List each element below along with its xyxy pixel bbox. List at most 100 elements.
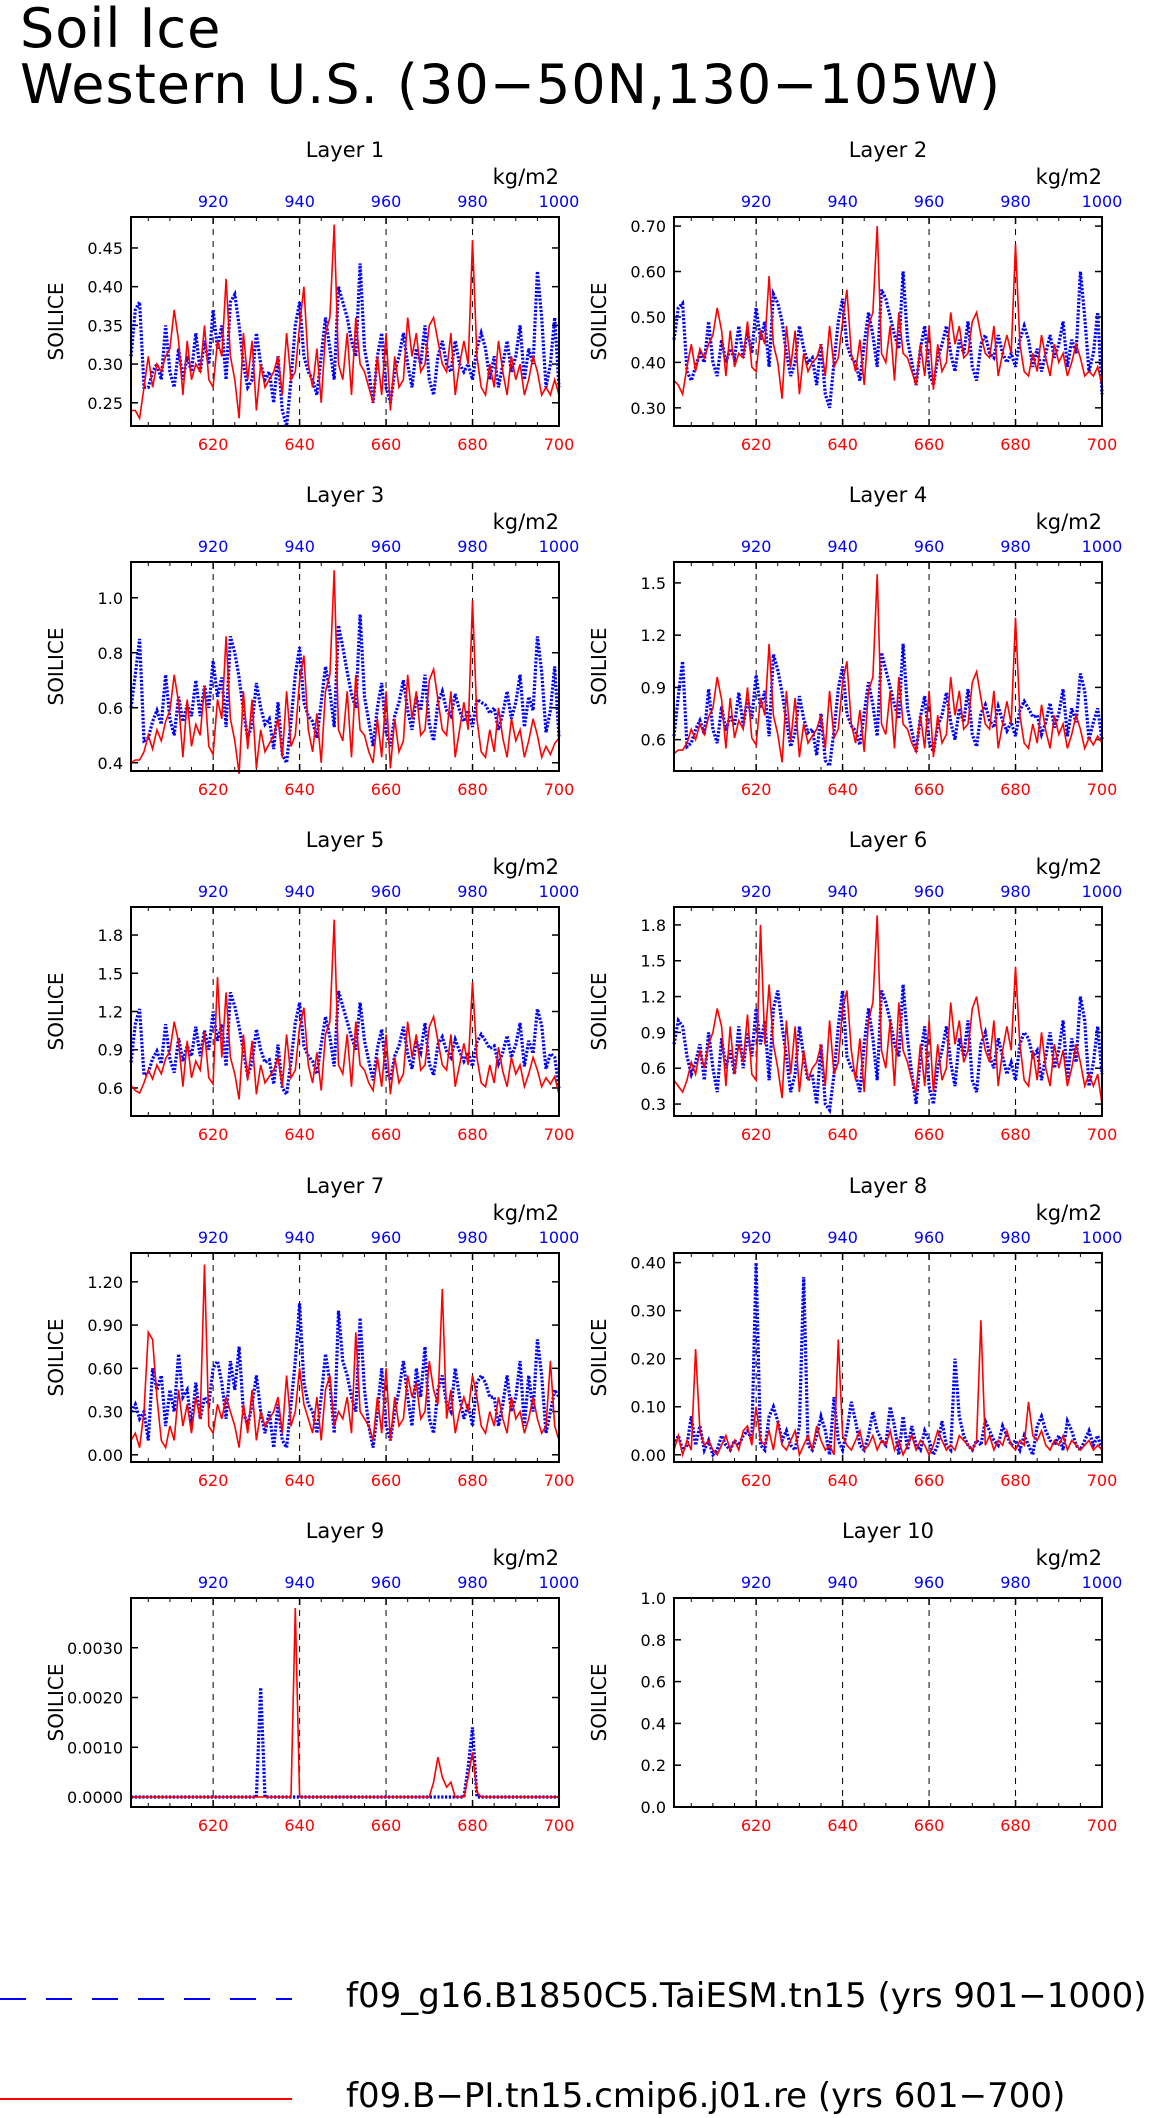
panel-title: Layer 1 (306, 138, 385, 162)
panel-title: Layer 10 (842, 1519, 934, 1543)
panel-title: Layer 2 (849, 138, 928, 162)
x-tick-label: 680 (1000, 1471, 1031, 1490)
legend: f09_g16.B1850C5.TaiESM.tn15 (yrs 901−100… (0, 1900, 1156, 2118)
x-tick-label: 620 (198, 780, 229, 799)
series-line-blue (672, 984, 1104, 1115)
x-tick-label: 700 (544, 1125, 575, 1144)
chart-panel-8: Layer 8 kg/m2 SOILICE 620 920 640 940 660 960 680… (587, 1174, 1122, 1490)
y-axis-label: SOILICE (587, 1664, 611, 1742)
panel-title: Layer 8 (849, 1174, 928, 1198)
top-tick-label: 960 (371, 1573, 402, 1592)
top-tick-label: 980 (1000, 1228, 1031, 1247)
top-tick-label: 920 (741, 192, 772, 211)
panel-title: Layer 4 (849, 483, 928, 507)
y-tick-label: 0.45 (87, 239, 123, 258)
top-axis-unit: kg/m2 (493, 1201, 559, 1225)
x-tick-label: 620 (198, 435, 229, 454)
y-axis-label: SOILICE (587, 628, 611, 706)
top-tick-label: 920 (198, 1573, 229, 1592)
series-line-red (130, 1264, 560, 1450)
chart-panel-7: Layer 7 kg/m2 SOILICE 620 920 640 940 660 960 680… (44, 1174, 579, 1490)
x-tick-label: 640 (827, 435, 858, 454)
y-tick-label: 1.2 (98, 1003, 123, 1022)
y-tick-label: 1.5 (641, 574, 666, 593)
y-tick-label: 1.2 (641, 626, 666, 645)
y-tick-label: 0.35 (87, 316, 123, 335)
x-tick-label: 660 (914, 1125, 945, 1144)
y-tick-label: 0.40 (630, 1254, 666, 1273)
x-tick-label: 700 (1087, 435, 1118, 454)
y-tick-label: 0.2 (641, 1756, 666, 1775)
top-tick-label: 1000 (539, 192, 580, 211)
y-tick-label: 0.00 (630, 1446, 666, 1465)
x-tick-label: 660 (371, 780, 402, 799)
top-tick-label: 960 (914, 1228, 945, 1247)
plot-frame (130, 561, 560, 772)
x-tick-label: 700 (544, 780, 575, 799)
y-tick-label: 0.60 (87, 1359, 123, 1378)
x-tick-label: 700 (544, 1816, 575, 1835)
top-tick-label: 940 (827, 192, 858, 211)
legend-label-2: f09.B−PI.tn15.cmip6.j01.re (yrs 601−700) (346, 2076, 1066, 2116)
top-tick-label: 940 (284, 1573, 315, 1592)
top-tick-label: 960 (914, 1573, 945, 1592)
x-tick-label: 700 (1087, 780, 1118, 799)
chart-title-line-1: Soil Ice (20, 0, 222, 60)
x-tick-label: 660 (914, 435, 945, 454)
x-tick-label: 640 (284, 1471, 315, 1490)
y-axis-label: SOILICE (44, 628, 68, 706)
plot-frame (673, 1597, 1103, 1808)
x-tick-label: 680 (457, 435, 488, 454)
plot-frame (130, 1597, 560, 1808)
top-axis-unit: kg/m2 (493, 165, 559, 189)
top-tick-label: 940 (827, 882, 858, 901)
top-tick-label: 940 (284, 192, 315, 211)
chart-title-line-2: Western U.S. (30−50N,130−105W) (20, 53, 1002, 116)
x-tick-label: 660 (371, 1125, 402, 1144)
series-line-red (673, 915, 1103, 1105)
top-tick-label: 980 (1000, 882, 1031, 901)
top-tick-label: 940 (827, 1573, 858, 1592)
y-tick-label: 0.0030 (67, 1639, 123, 1658)
chart-panel-1: Layer 1 kg/m2 SOILICE 620 920 640 940 660 960 680… (44, 138, 579, 454)
x-tick-label: 620 (198, 1471, 229, 1490)
y-tick-label: 1.0 (98, 589, 123, 608)
x-tick-label: 680 (1000, 1816, 1031, 1835)
top-tick-label: 960 (371, 192, 402, 211)
x-tick-label: 680 (457, 1125, 488, 1144)
y-tick-label: 1.8 (641, 916, 666, 935)
plot-frame (673, 561, 1103, 772)
x-tick-label: 620 (741, 1471, 772, 1490)
y-axis-label: SOILICE (587, 1319, 611, 1397)
x-tick-label: 620 (741, 1125, 772, 1144)
panel-title: Layer 7 (306, 1174, 385, 1198)
y-tick-label: 0.9 (98, 1041, 123, 1060)
y-tick-label: 0.40 (630, 353, 666, 372)
chart-panel-3: Layer 3 kg/m2 SOILICE 620 920 640 940 660 960 680… (44, 483, 579, 799)
x-tick-label: 680 (1000, 1125, 1031, 1144)
top-tick-label: 1000 (539, 882, 580, 901)
chart-panel-9: Layer 9 kg/m2 SOILICE 620 920 640 940 660 960 680… (44, 1519, 579, 1835)
y-tick-label: 0.0010 (67, 1738, 123, 1757)
x-tick-label: 700 (1087, 1471, 1118, 1490)
x-tick-label: 640 (827, 1471, 858, 1490)
plot-frame (130, 1252, 560, 1463)
y-tick-label: 0.30 (87, 1403, 123, 1422)
top-axis-unit: kg/m2 (493, 510, 559, 534)
y-tick-label: 0.6 (98, 699, 123, 718)
top-tick-label: 980 (457, 192, 488, 211)
top-tick-label: 960 (371, 537, 402, 556)
top-tick-label: 940 (827, 1228, 858, 1247)
y-tick-label: 1.0 (641, 1589, 666, 1608)
x-tick-label: 700 (1087, 1816, 1118, 1835)
x-tick-label: 660 (914, 780, 945, 799)
y-tick-label: 0.6 (641, 1059, 666, 1078)
y-tick-label: 0.20 (630, 1350, 666, 1369)
x-tick-label: 680 (1000, 435, 1031, 454)
panel-title: Layer 3 (306, 483, 385, 507)
legend-label-1: f09_g16.B1850C5.TaiESM.tn15 (yrs 901−100… (346, 1976, 1147, 2016)
top-axis-unit: kg/m2 (1036, 855, 1102, 879)
y-tick-label: 0.25 (87, 394, 123, 413)
series-line-blue (129, 990, 561, 1099)
y-tick-label: 0.6 (641, 1673, 666, 1692)
